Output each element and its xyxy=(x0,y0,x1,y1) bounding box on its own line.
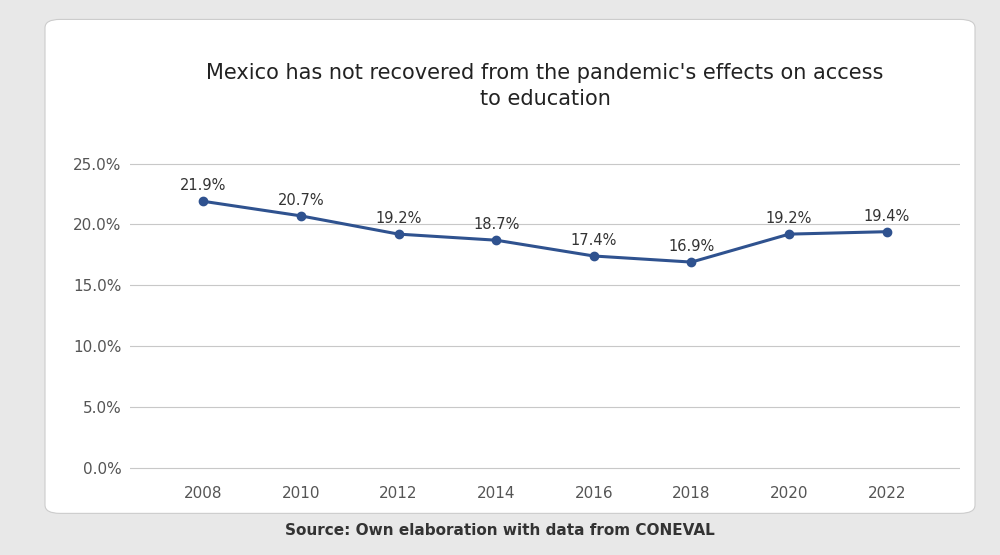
Text: 21.9%: 21.9% xyxy=(180,178,226,193)
Text: 18.7%: 18.7% xyxy=(473,218,519,233)
Text: 16.9%: 16.9% xyxy=(668,239,715,254)
Text: 20.7%: 20.7% xyxy=(278,193,324,208)
Text: 19.2%: 19.2% xyxy=(766,211,812,226)
Text: Source: Own elaboration with data from CONEVAL: Source: Own elaboration with data from C… xyxy=(285,523,715,538)
Text: 19.4%: 19.4% xyxy=(864,209,910,224)
Title: Mexico has not recovered from the pandemic's effects on access
to education: Mexico has not recovered from the pandem… xyxy=(206,63,884,109)
Text: 17.4%: 17.4% xyxy=(571,233,617,248)
Text: 19.2%: 19.2% xyxy=(375,211,422,226)
